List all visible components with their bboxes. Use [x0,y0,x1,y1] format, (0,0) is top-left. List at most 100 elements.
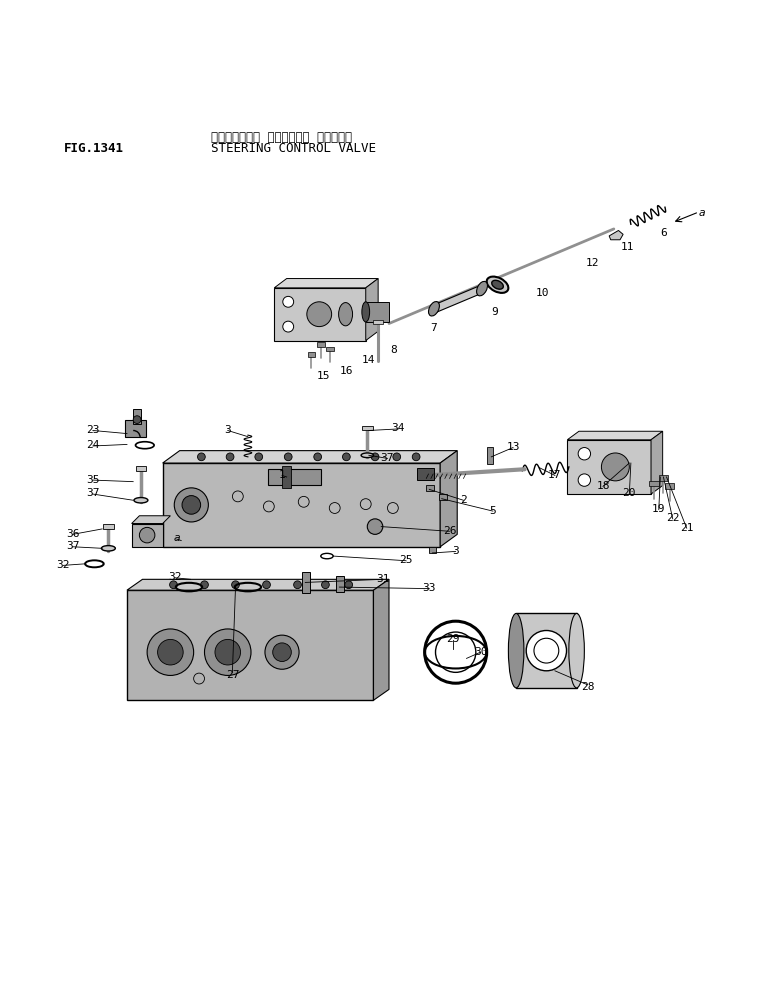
Text: 1: 1 [279,469,286,479]
Polygon shape [131,517,170,524]
Circle shape [526,631,566,671]
Circle shape [265,636,299,669]
Bar [516,614,576,688]
Bar [282,466,291,488]
Circle shape [307,303,331,327]
Ellipse shape [429,303,440,317]
Circle shape [255,454,263,461]
Ellipse shape [101,546,115,551]
Bar [275,289,366,341]
Text: 35: 35 [86,474,100,484]
Bar [650,481,659,487]
Text: 23: 23 [86,425,100,435]
Circle shape [412,454,420,461]
Text: 19: 19 [652,504,665,514]
Polygon shape [127,580,389,591]
Text: 24: 24 [86,440,100,450]
Text: FIG.1341: FIG.1341 [63,141,124,155]
Bar [488,448,493,464]
Bar [362,426,373,431]
Circle shape [345,582,352,589]
Bar [307,353,315,358]
Bar [373,320,383,324]
Text: 37: 37 [86,488,100,498]
Text: 12: 12 [585,258,599,268]
Circle shape [232,582,240,589]
Bar [163,463,440,547]
Polygon shape [366,279,378,341]
Circle shape [205,629,251,675]
Bar [417,468,434,480]
Ellipse shape [487,277,508,294]
Polygon shape [609,232,623,241]
Circle shape [367,520,383,534]
Polygon shape [131,524,163,547]
Circle shape [393,454,401,461]
Bar [567,441,651,495]
Circle shape [182,496,201,515]
Text: STEERING CONTROL VALVE: STEERING CONTROL VALVE [211,141,376,155]
Text: 5: 5 [489,505,496,515]
Polygon shape [567,432,663,441]
Text: 7: 7 [430,322,437,332]
Circle shape [201,582,209,589]
Bar [127,591,373,700]
Text: 3: 3 [452,545,459,555]
Text: 16: 16 [340,366,353,376]
Ellipse shape [508,614,524,688]
Ellipse shape [477,282,488,297]
Bar [326,347,334,352]
Bar [659,476,668,481]
Circle shape [578,474,591,487]
Text: 10: 10 [536,288,549,298]
Text: 6: 6 [660,228,667,238]
Bar [336,577,344,593]
Text: 20: 20 [622,488,636,498]
Text: 2: 2 [460,494,467,504]
Bar [429,547,436,553]
Circle shape [282,297,293,308]
Text: 21: 21 [680,522,693,532]
Circle shape [198,454,205,461]
Text: 30: 30 [474,646,487,656]
Bar [268,469,321,485]
Circle shape [282,321,293,332]
Text: 37: 37 [380,453,394,462]
Circle shape [578,448,591,460]
Bar [302,572,310,594]
Circle shape [147,629,194,675]
Text: 26: 26 [443,526,456,535]
Bar [366,303,389,322]
Polygon shape [651,432,663,495]
Polygon shape [440,452,457,547]
Text: 29: 29 [446,634,459,644]
Text: 15: 15 [317,371,331,381]
Text: 17: 17 [548,469,562,479]
Text: 25: 25 [399,554,413,565]
Text: 27: 27 [226,669,239,679]
Circle shape [133,416,141,424]
Text: a: a [699,208,706,218]
Circle shape [158,640,183,666]
Circle shape [371,454,379,461]
Polygon shape [163,452,457,463]
Text: 3: 3 [224,425,231,435]
Circle shape [170,582,177,589]
Bar [317,343,324,347]
Polygon shape [434,286,484,314]
Circle shape [263,582,271,589]
Circle shape [321,582,329,589]
Text: a: a [173,532,180,543]
Text: 31: 31 [376,573,390,583]
Circle shape [293,582,301,589]
Text: 9: 9 [491,307,498,317]
Circle shape [601,454,629,481]
Text: 11: 11 [621,242,635,251]
Circle shape [342,454,350,461]
Circle shape [174,488,209,523]
Bar [103,525,114,529]
Text: 36: 36 [66,528,79,538]
Bar [135,466,146,471]
Ellipse shape [338,304,352,326]
Text: 32: 32 [168,572,182,582]
